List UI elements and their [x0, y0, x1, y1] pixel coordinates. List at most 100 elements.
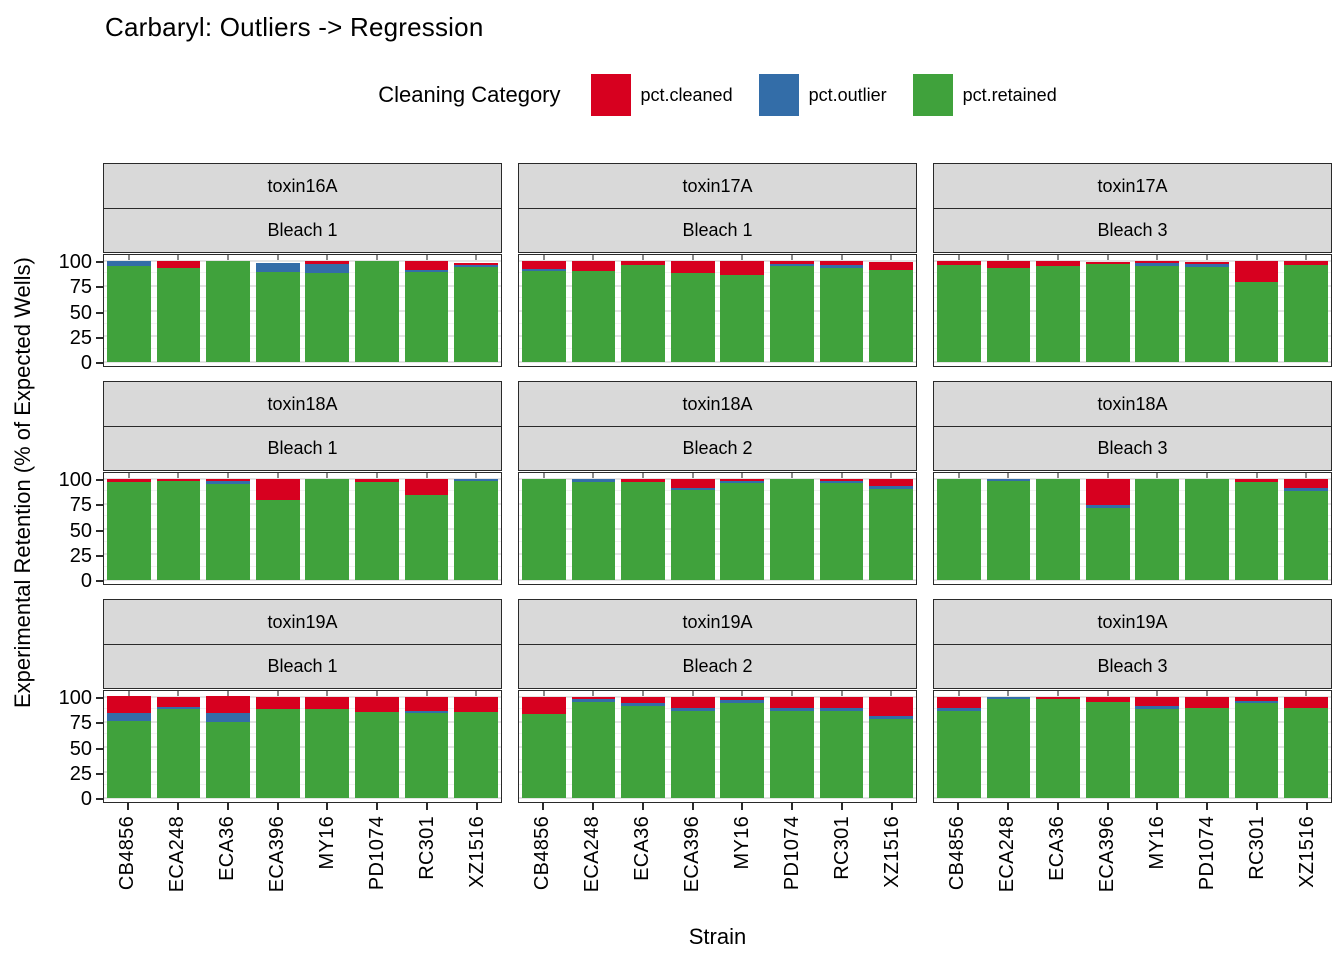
bar — [571, 478, 616, 580]
bar-segment-cleaned — [770, 696, 814, 708]
bar-segment-retained — [404, 712, 449, 798]
y-axis: 100 75 50 25 0 — [17, 381, 103, 591]
panel-top-tick — [425, 254, 428, 260]
bar — [770, 478, 814, 580]
gridline-major — [519, 578, 916, 581]
y-tick-label: 50 — [69, 519, 92, 542]
bar-segment-cleaned — [1234, 478, 1279, 482]
bar-segment-retained — [156, 267, 201, 362]
x-tick-label: CB4856 — [946, 816, 969, 891]
chart-title: Carbaryl: Outliers -> Regression — [105, 12, 484, 42]
x-tick-label: ECA248 — [996, 816, 1019, 893]
panel-top-tick — [177, 472, 180, 478]
panel-top-tick — [542, 472, 545, 478]
bar — [255, 478, 300, 580]
bar-segment-outlier — [621, 702, 665, 706]
bar — [206, 260, 250, 362]
gridline-major — [934, 360, 1331, 363]
bar-slot — [817, 478, 867, 580]
bar-segment-outlier — [720, 699, 765, 703]
legend-swatch-outlier-icon — [758, 74, 799, 116]
x-axis-slot: CB4856 — [103, 803, 153, 923]
x-axis-slot: ECA248 — [983, 803, 1033, 923]
bar — [206, 696, 250, 798]
bar-segment-retained — [521, 270, 566, 362]
bar — [770, 260, 814, 362]
bar-segment-cleaned — [986, 260, 1031, 268]
bar-slot — [1133, 478, 1183, 580]
y-tick-mark — [96, 261, 103, 263]
bar-segment-outlier — [819, 264, 864, 268]
bar-segment-cleaned — [521, 260, 566, 269]
panel-top-tick — [276, 254, 279, 260]
gridline-major — [104, 360, 501, 363]
bar-segment-retained — [206, 260, 250, 362]
bar-slot — [352, 478, 402, 580]
gridline-minor — [934, 347, 1331, 349]
bar-slot — [1033, 478, 1083, 580]
bar-segment-cleaned — [1036, 260, 1080, 266]
facet: toxin16A Bleach 1 — [103, 163, 502, 367]
bar-segment-cleaned — [720, 260, 765, 275]
gridline-major — [519, 528, 916, 530]
bars — [519, 478, 916, 580]
bar — [1234, 696, 1279, 798]
x-tick-label: PD1074 — [1195, 816, 1218, 891]
bar — [819, 260, 864, 362]
x-tick-label: XZ1516 — [880, 816, 903, 888]
y-tick-label: 75 — [69, 712, 92, 735]
bar-segment-retained — [1185, 707, 1229, 798]
bar-segment-retained — [521, 713, 566, 798]
bar-segment-retained — [936, 478, 981, 580]
bar-segment-cleaned — [621, 696, 665, 703]
panel-top-tick — [957, 472, 960, 478]
panel-top-tick — [790, 690, 793, 696]
bar-segment-cleaned — [1085, 261, 1130, 264]
bar-segment-retained — [454, 266, 499, 362]
bar-slot — [203, 478, 253, 580]
y-tick-mark — [96, 529, 103, 532]
bar-segment-retained — [1085, 263, 1130, 362]
bar-segment-retained — [720, 702, 765, 798]
legend-item-retained: pct.retained — [912, 74, 1057, 116]
gridline-minor — [934, 297, 1331, 299]
y-tick-mark — [96, 697, 103, 699]
panel-top-tick — [227, 690, 230, 696]
facet-panel — [103, 471, 502, 585]
bar — [670, 478, 715, 580]
bar-segment-retained — [206, 721, 250, 798]
x-axis-slot: MY16 — [718, 803, 768, 923]
bar-segment-retained — [1185, 478, 1229, 580]
x-tick-label: ECA248 — [581, 816, 604, 893]
bar-slot — [154, 696, 204, 798]
bar-slot — [618, 696, 668, 798]
legend-swatch-retained-icon — [912, 74, 953, 116]
facet-strip-bleach: Bleach 1 — [103, 207, 502, 253]
bar-segment-outlier — [770, 707, 814, 711]
facet: toxin18A Bleach 3 — [933, 381, 1332, 585]
bar-segment-cleaned — [869, 261, 914, 270]
x-tick-mark — [691, 803, 694, 810]
bar-segment-cleaned — [670, 696, 715, 708]
x-axis-slot: XZ1516 — [452, 803, 502, 923]
bar-segment-retained — [404, 271, 449, 362]
y-axis: 100 75 50 25 0 — [17, 163, 103, 373]
bar — [1185, 261, 1229, 362]
bar-slot — [1083, 478, 1133, 580]
bar-slot — [984, 696, 1034, 798]
bar-segment-cleaned — [1284, 696, 1329, 708]
gridline-minor — [934, 733, 1331, 735]
gridline-major — [934, 335, 1331, 338]
panel-top-tick — [1205, 690, 1208, 696]
bar-segment-cleaned — [819, 478, 864, 481]
bar-segment-outlier — [1135, 262, 1180, 266]
bar-slot — [1232, 260, 1282, 362]
bar-slot — [203, 696, 253, 798]
facet: toxin19A Bleach 1 — [103, 599, 502, 803]
bar-segment-cleaned — [521, 696, 566, 714]
bar-segment-cleaned — [770, 260, 814, 264]
bar-segment-cleaned — [355, 696, 399, 712]
facet-strip-toxin: toxin17A — [518, 163, 917, 209]
legend-swatch-cleaned-icon — [590, 74, 631, 116]
